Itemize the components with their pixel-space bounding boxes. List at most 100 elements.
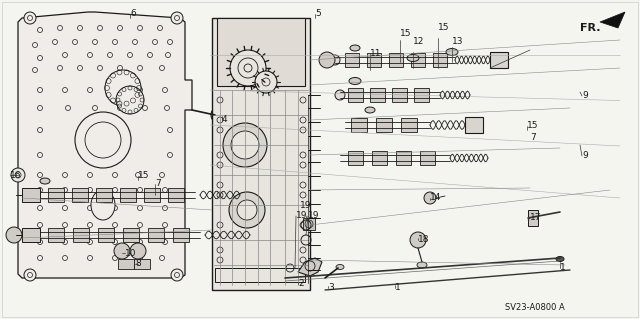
Circle shape bbox=[223, 123, 267, 167]
Bar bbox=[348, 151, 363, 165]
Text: 9: 9 bbox=[582, 152, 588, 160]
Bar bbox=[345, 53, 359, 67]
Bar bbox=[98, 228, 114, 242]
Bar bbox=[215, 268, 305, 282]
Bar bbox=[96, 188, 112, 202]
Text: 9: 9 bbox=[582, 92, 588, 100]
Circle shape bbox=[116, 86, 144, 114]
Bar bbox=[48, 228, 64, 242]
Ellipse shape bbox=[211, 109, 219, 121]
Text: 19: 19 bbox=[308, 211, 319, 220]
Ellipse shape bbox=[556, 256, 564, 262]
Bar bbox=[396, 151, 411, 165]
Bar bbox=[168, 188, 184, 202]
Text: 15: 15 bbox=[400, 29, 412, 39]
Text: 13: 13 bbox=[452, 38, 463, 47]
Text: 3: 3 bbox=[328, 284, 333, 293]
Text: 10: 10 bbox=[125, 249, 136, 257]
Polygon shape bbox=[600, 12, 625, 28]
Text: 8: 8 bbox=[135, 259, 141, 269]
Bar bbox=[303, 218, 315, 230]
Bar bbox=[370, 88, 385, 102]
Bar bbox=[118, 259, 134, 269]
Text: 14: 14 bbox=[430, 194, 442, 203]
Bar bbox=[348, 88, 363, 102]
Text: 16: 16 bbox=[10, 170, 22, 180]
Bar bbox=[389, 53, 403, 67]
Circle shape bbox=[255, 71, 277, 93]
Ellipse shape bbox=[330, 55, 340, 65]
Text: 19: 19 bbox=[300, 202, 312, 211]
Ellipse shape bbox=[350, 45, 360, 51]
Polygon shape bbox=[18, 12, 192, 278]
Bar bbox=[212, 18, 310, 290]
Text: FR.: FR. bbox=[580, 23, 600, 33]
Bar bbox=[433, 53, 447, 67]
Circle shape bbox=[171, 269, 183, 281]
Text: 7: 7 bbox=[155, 180, 161, 189]
Ellipse shape bbox=[365, 107, 375, 113]
Bar bbox=[372, 151, 387, 165]
Circle shape bbox=[229, 192, 265, 228]
Circle shape bbox=[231, 131, 259, 159]
Text: 18: 18 bbox=[418, 235, 429, 244]
Bar bbox=[72, 188, 88, 202]
Bar bbox=[401, 118, 417, 132]
Bar bbox=[414, 88, 429, 102]
Bar bbox=[528, 210, 538, 226]
Ellipse shape bbox=[349, 78, 361, 85]
Circle shape bbox=[130, 243, 146, 259]
Text: 17: 17 bbox=[530, 213, 541, 222]
Text: 4: 4 bbox=[222, 115, 228, 124]
Bar bbox=[73, 228, 89, 242]
Circle shape bbox=[230, 50, 266, 86]
Bar bbox=[148, 228, 164, 242]
Text: 1: 1 bbox=[560, 263, 566, 272]
Text: 15: 15 bbox=[438, 24, 449, 33]
Bar bbox=[123, 228, 139, 242]
Circle shape bbox=[105, 70, 141, 106]
Text: 12: 12 bbox=[413, 38, 424, 47]
Circle shape bbox=[424, 192, 436, 204]
Bar bbox=[134, 259, 150, 269]
Bar bbox=[367, 53, 381, 67]
Text: 15: 15 bbox=[527, 122, 538, 130]
Bar bbox=[120, 188, 136, 202]
Bar bbox=[48, 188, 64, 202]
Ellipse shape bbox=[446, 48, 458, 56]
Bar bbox=[22, 228, 40, 242]
Ellipse shape bbox=[417, 262, 427, 268]
Bar bbox=[217, 18, 305, 86]
Text: 6: 6 bbox=[130, 10, 136, 19]
Text: 5: 5 bbox=[315, 10, 321, 19]
Bar bbox=[144, 188, 160, 202]
Text: SV23-A0800 A: SV23-A0800 A bbox=[505, 303, 564, 313]
Text: 1: 1 bbox=[395, 284, 401, 293]
Circle shape bbox=[75, 112, 131, 168]
Circle shape bbox=[410, 232, 426, 248]
Circle shape bbox=[114, 243, 130, 259]
Circle shape bbox=[171, 12, 183, 24]
Bar bbox=[351, 118, 367, 132]
Circle shape bbox=[237, 200, 257, 220]
Circle shape bbox=[24, 269, 36, 281]
Ellipse shape bbox=[91, 190, 115, 220]
Circle shape bbox=[319, 52, 335, 68]
Bar bbox=[376, 118, 392, 132]
Bar bbox=[490, 52, 508, 68]
Text: 11: 11 bbox=[370, 49, 381, 58]
Bar bbox=[465, 117, 483, 133]
Ellipse shape bbox=[336, 264, 344, 270]
Text: 15: 15 bbox=[138, 172, 150, 181]
Circle shape bbox=[11, 168, 25, 182]
Ellipse shape bbox=[40, 178, 50, 184]
Bar bbox=[420, 151, 435, 165]
Bar bbox=[411, 53, 425, 67]
Bar bbox=[22, 188, 40, 202]
Polygon shape bbox=[298, 258, 322, 276]
Text: 19: 19 bbox=[296, 211, 307, 220]
Text: 7: 7 bbox=[530, 133, 536, 143]
Ellipse shape bbox=[335, 90, 345, 100]
Ellipse shape bbox=[407, 55, 419, 62]
Bar bbox=[392, 88, 407, 102]
